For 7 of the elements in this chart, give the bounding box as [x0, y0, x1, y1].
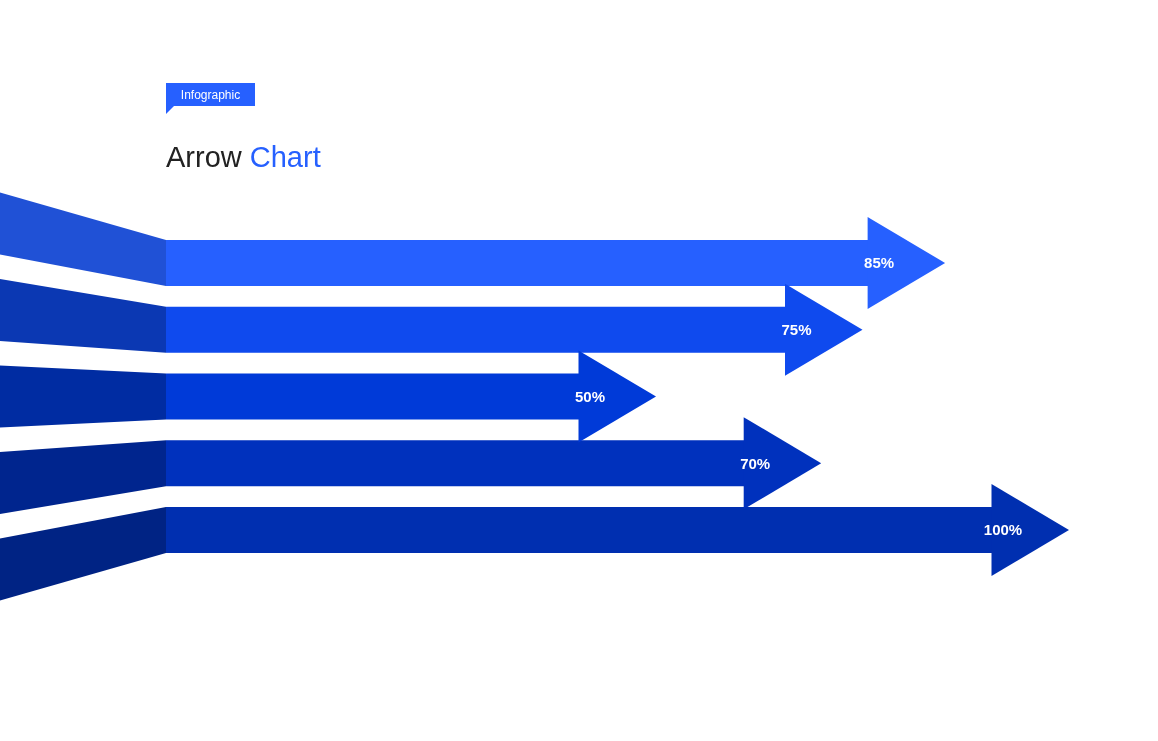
data-label: 85% — [864, 254, 895, 272]
chart-subtitle: Infographic — [180, 88, 241, 103]
data-label: 75% — [781, 321, 812, 338]
chart-title: Arrow Chart — [166, 141, 321, 173]
data-label: 70% — [740, 454, 771, 472]
data-label: 50% — [574, 387, 606, 405]
data-label: 100% — [983, 521, 1023, 539]
